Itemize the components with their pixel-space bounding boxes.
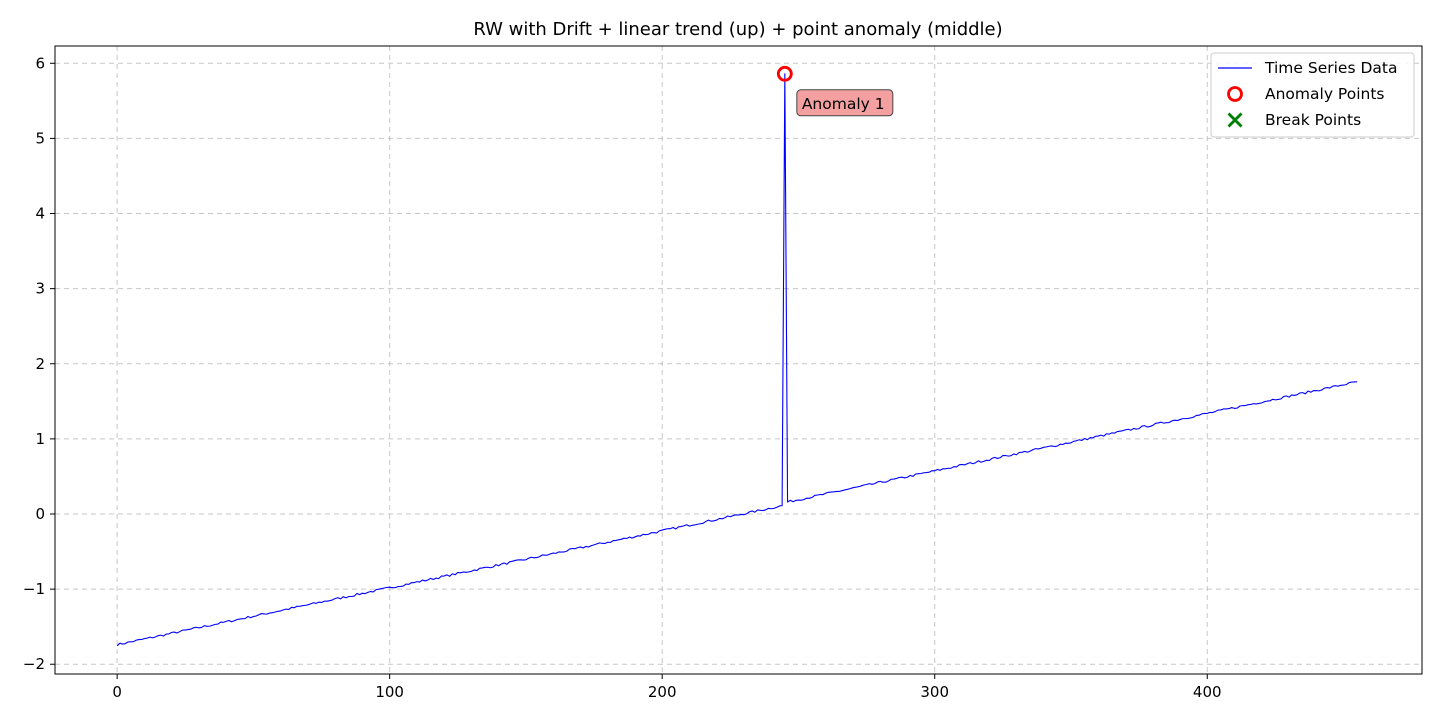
legend-label: Anomaly Points <box>1265 85 1384 103</box>
anomaly-marker <box>776 65 793 82</box>
legend-swatch-x <box>1227 112 1243 128</box>
plot-frame <box>54 45 1423 675</box>
y-tick-label: 2 <box>35 355 45 373</box>
grid <box>55 46 1422 674</box>
y-tick-label: 5 <box>35 129 45 147</box>
anomaly-annotation-label: Anomaly 1 <box>802 95 885 113</box>
y-tick-label: 3 <box>35 280 45 298</box>
legend-swatch-circle <box>1227 86 1243 102</box>
axes: 0 100 200 300 400 −2 −1 0 1 2 3 4 5 6 <box>23 54 1222 701</box>
x-tick-label: 200 <box>648 683 677 701</box>
y-tick-label: −2 <box>23 655 45 673</box>
anomaly-annotation-box <box>796 89 894 117</box>
legend-box <box>1210 52 1415 138</box>
y-tick-label: 4 <box>35 205 45 223</box>
series-layer <box>116 73 1358 647</box>
y-tick-label: 6 <box>35 54 45 72</box>
x-tick-label: 0 <box>112 683 122 701</box>
x-tick-label: 400 <box>1193 683 1222 701</box>
anomaly-layer: Anomaly 1 <box>776 65 894 117</box>
y-tick-label: 0 <box>35 505 45 523</box>
x-tick-label: 300 <box>920 683 949 701</box>
y-tick-label: 1 <box>35 430 45 448</box>
legend-label: Time Series Data <box>1264 59 1397 77</box>
chart-title: RW with Drift + linear trend (up) + poin… <box>473 19 1002 40</box>
legend: Time Series Data Anomaly Points Break Poin… <box>1210 52 1415 138</box>
x-tick-label: 100 <box>375 683 404 701</box>
y-tick-label: −1 <box>23 580 45 598</box>
series-line-time-series-data <box>116 73 1358 647</box>
legend-label: Break Points <box>1265 111 1361 129</box>
